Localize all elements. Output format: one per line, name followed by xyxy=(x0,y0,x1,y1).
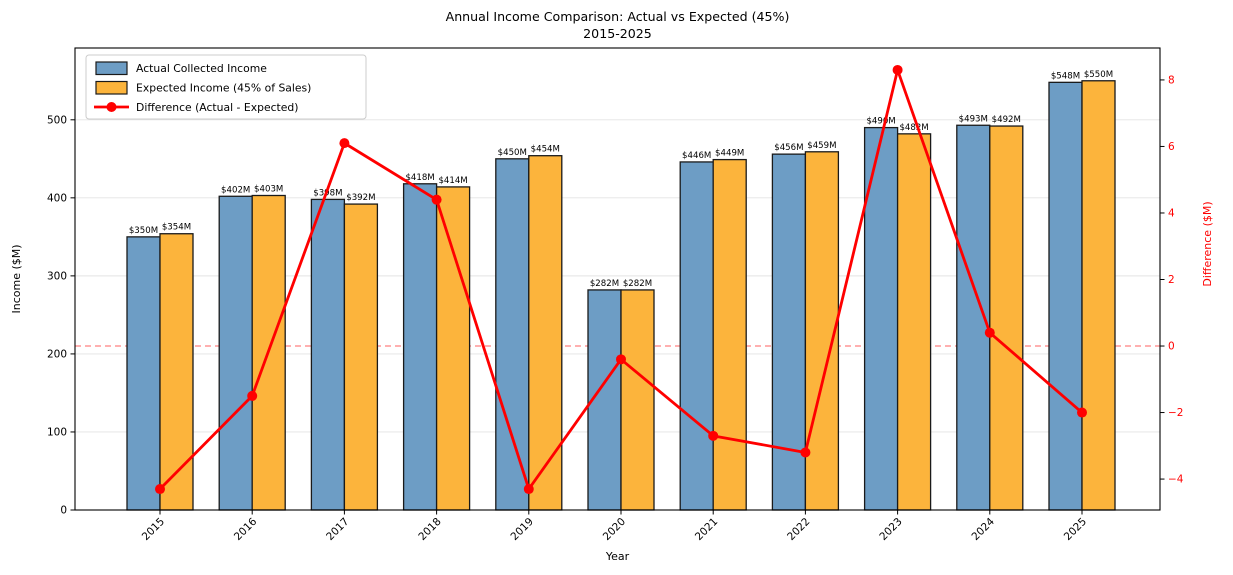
x-tick-label-2017: 2017 xyxy=(324,516,351,543)
bar-expected-2017 xyxy=(343,203,379,511)
diff-point-2023 xyxy=(892,64,903,75)
bar-actual-2018 xyxy=(402,183,438,511)
bar-label-actual-2020: $282M xyxy=(590,279,619,289)
legend-swatch-expected xyxy=(95,80,128,95)
x-tick-label-2018: 2018 xyxy=(416,516,443,543)
left-axis-label: Income ($M) xyxy=(10,244,23,313)
bar-expected-2015 xyxy=(159,233,194,511)
bar-label-expected-2025: $550M xyxy=(1084,70,1113,80)
x-tick-label-2015: 2015 xyxy=(140,516,167,543)
diff-point-2015 xyxy=(155,484,165,495)
left-tick-label-300: 300 xyxy=(47,271,67,283)
chart-title-line2: 2015-2025 xyxy=(583,26,652,41)
bar-label-actual-2015: $350M xyxy=(129,226,158,236)
legend-box xyxy=(85,54,367,120)
bar-label-actual-2023: $490M xyxy=(866,117,895,127)
bar-label-actual-2016: $402M xyxy=(221,185,250,195)
diff-point-2019 xyxy=(523,484,534,495)
diff-point-2016 xyxy=(247,390,258,401)
bar-label-actual-2025: $548M xyxy=(1051,71,1080,81)
right-axis-label: Difference ($M) xyxy=(1201,201,1214,286)
left-tick-label-100: 100 xyxy=(47,427,67,439)
bar-actual-2016 xyxy=(218,195,253,511)
right-tick-label--2: −2 xyxy=(1168,407,1183,419)
x-tick-label-2019: 2019 xyxy=(509,516,536,543)
bar-actual-2019 xyxy=(495,158,530,511)
x-tick-label-2025: 2025 xyxy=(1062,516,1089,543)
x-tick-label-2020: 2020 xyxy=(601,516,628,543)
x-tick-label-2023: 2023 xyxy=(877,516,904,543)
bar-expected-2020 xyxy=(620,289,655,511)
bar-label-expected-2020: $282M xyxy=(623,279,652,289)
bar-label-expected-2023: $482M xyxy=(899,123,928,133)
bar-label-actual-2022: $456M xyxy=(774,143,803,153)
bar-expected-2019 xyxy=(528,155,563,511)
legend-label-actual: Actual Collected Income xyxy=(136,62,267,75)
legend-swatch-actual xyxy=(95,61,128,76)
right-tick-label-2: 2 xyxy=(1168,274,1175,286)
bar-label-actual-2024: $493M xyxy=(959,114,988,124)
bar-actual-2023 xyxy=(863,126,899,511)
x-tick-label-2021: 2021 xyxy=(693,516,720,543)
bar-expected-2022 xyxy=(804,151,840,511)
bar-label-expected-2016: $403M xyxy=(254,184,283,194)
bar-label-expected-2022: $459M xyxy=(807,141,836,151)
legend-swatch-difference-marker xyxy=(106,102,117,112)
right-tick-label--4: −4 xyxy=(1168,474,1184,486)
diff-point-2025 xyxy=(1077,407,1087,418)
bar-expected-2021 xyxy=(712,158,747,511)
left-tick-label-0: 0 xyxy=(60,505,67,517)
bar-expected-2025 xyxy=(1081,80,1116,511)
right-tick-label-4: 4 xyxy=(1168,208,1175,220)
x-tick-label-2016: 2016 xyxy=(232,515,260,543)
right-tick-label-6: 6 xyxy=(1168,141,1175,153)
legend-label-difference: Difference (Actual - Expected) xyxy=(136,101,298,114)
bar-label-expected-2024: $492M xyxy=(992,115,1021,125)
left-tick-label-500: 500 xyxy=(47,114,67,126)
left-tick-label-200: 200 xyxy=(47,349,67,361)
x-axis-label: Year xyxy=(605,550,630,563)
bar-label-expected-2019: $454M xyxy=(531,145,560,155)
right-tick-label-8: 8 xyxy=(1168,75,1175,87)
bar-actual-2021 xyxy=(679,161,714,511)
diff-point-2021 xyxy=(708,430,719,441)
diff-point-2017 xyxy=(339,138,350,149)
bar-label-actual-2017: $398M xyxy=(313,188,342,198)
x-tick-label-2024: 2024 xyxy=(970,515,998,543)
bar-expected-2018 xyxy=(435,186,471,511)
bar-actual-2025 xyxy=(1048,81,1083,511)
bar-expected-2023 xyxy=(896,133,932,511)
bar-label-actual-2021: $446M xyxy=(682,151,711,161)
bar-label-expected-2021: $449M xyxy=(715,149,744,159)
left-tick-label-400: 400 xyxy=(47,193,67,205)
bar-label-expected-2017: $392M xyxy=(346,193,375,203)
legend-label-expected: Expected Income (45% of Sales) xyxy=(136,81,311,94)
bar-actual-2022 xyxy=(771,153,807,511)
x-tick-label-2022: 2022 xyxy=(785,516,812,543)
diff-point-2022 xyxy=(800,447,811,458)
diff-point-2018 xyxy=(431,194,442,205)
right-tick-label-0: 0 xyxy=(1168,341,1175,353)
bar-label-actual-2019: $450M xyxy=(498,148,527,158)
bar-actual-2017 xyxy=(310,198,346,511)
bar-label-expected-2018: $414M xyxy=(438,176,467,186)
bar-label-expected-2015: $354M xyxy=(162,223,191,233)
chart-title-line1: Annual Income Comparison: Actual vs Expe… xyxy=(445,9,790,24)
bar-expected-2024 xyxy=(989,125,1024,511)
diff-point-2020 xyxy=(616,354,626,365)
diff-point-2024 xyxy=(984,327,995,338)
bar-label-actual-2018: $418M xyxy=(405,173,434,183)
chart-title: Annual Income Comparison: Actual vs Expe… xyxy=(75,8,1160,42)
bar-actual-2015 xyxy=(126,236,161,511)
